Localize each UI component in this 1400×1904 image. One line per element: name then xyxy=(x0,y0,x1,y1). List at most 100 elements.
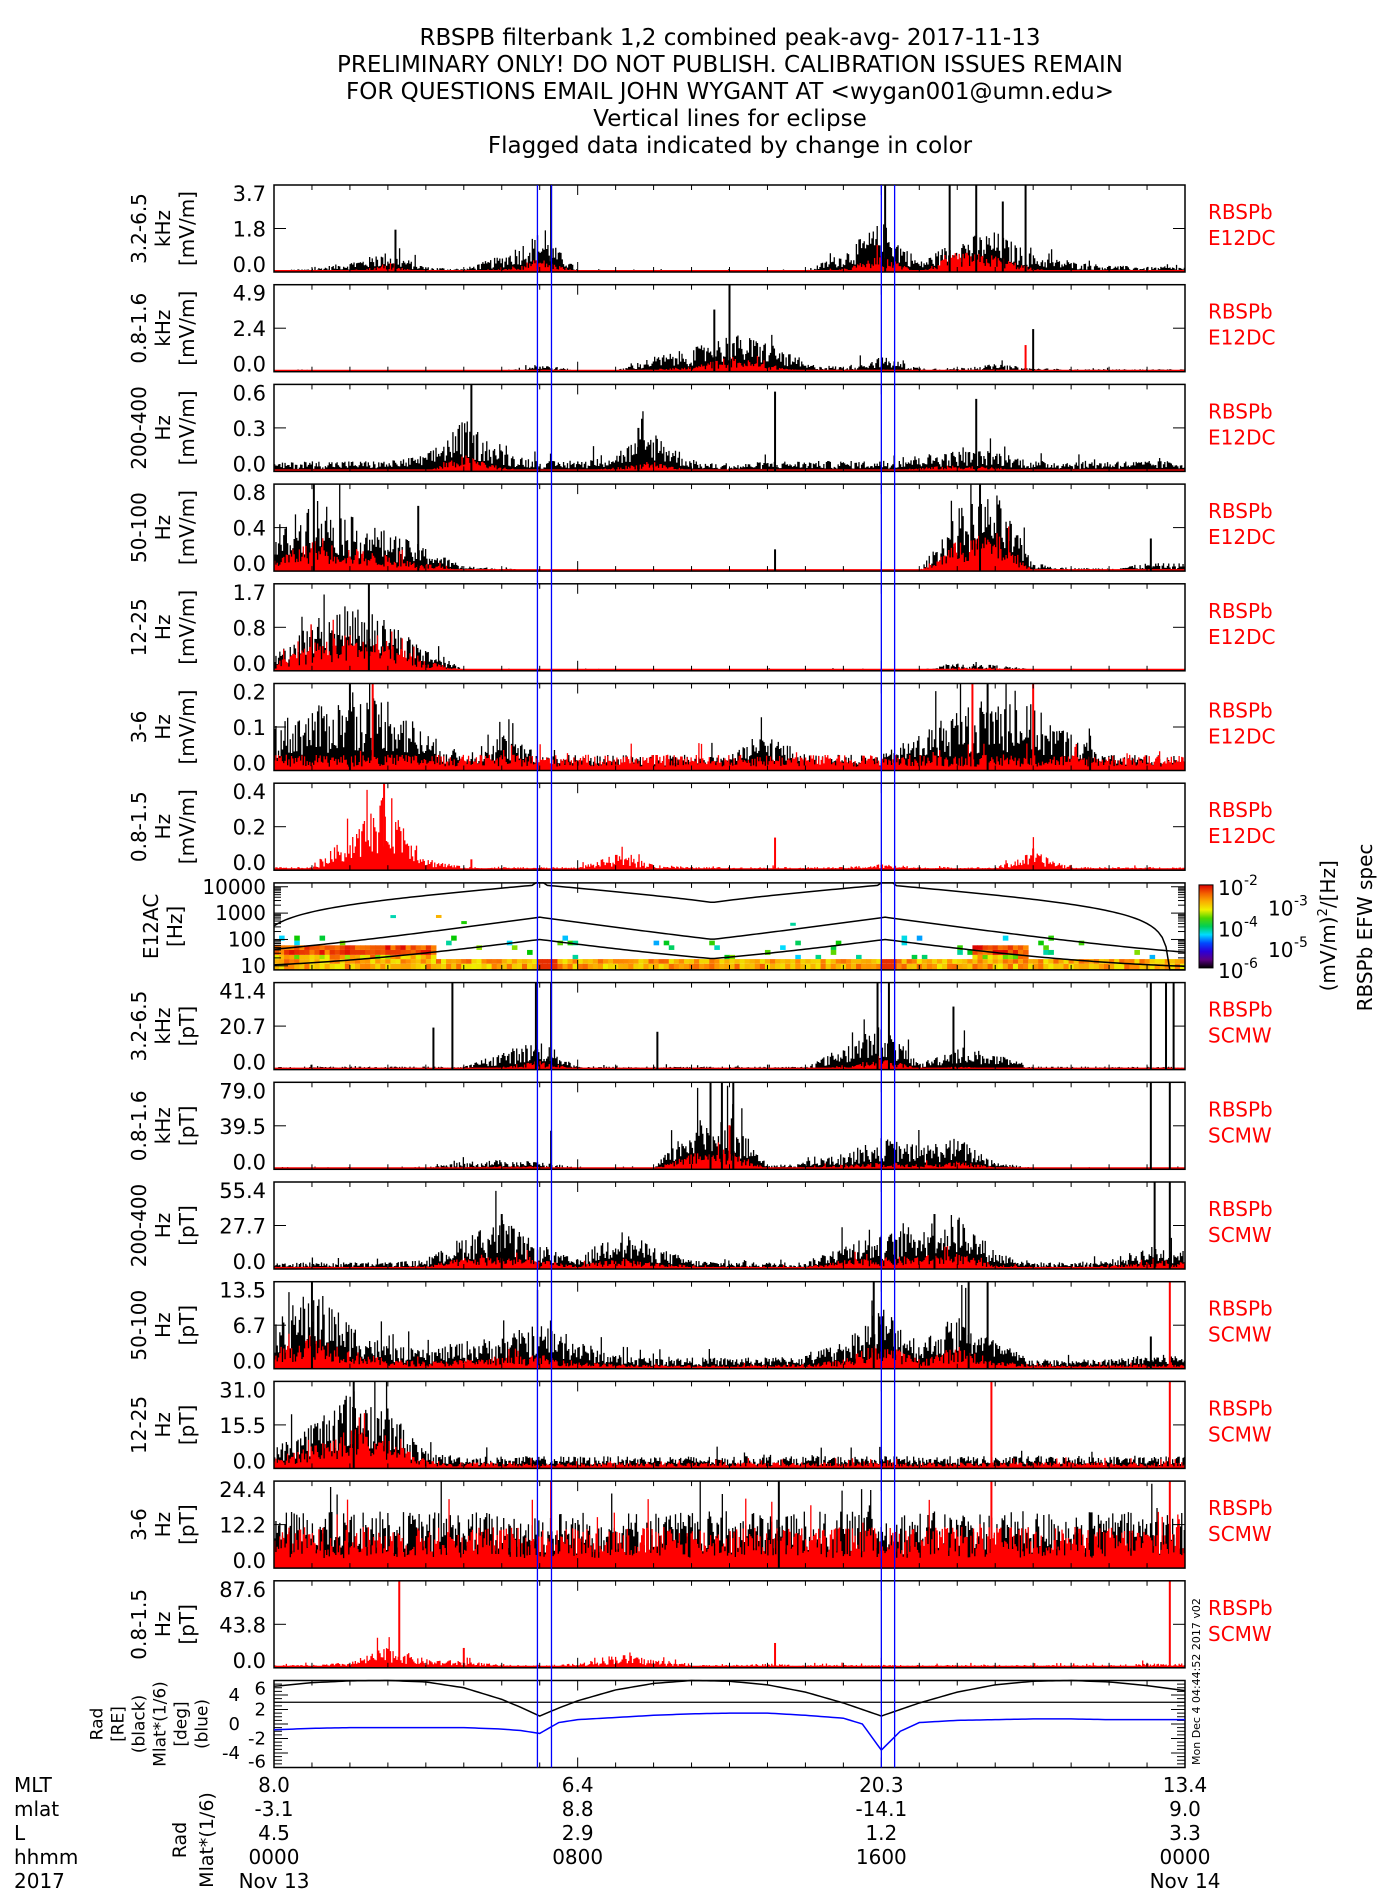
spectrogram-cell xyxy=(365,963,371,970)
spectrogram-cell xyxy=(557,940,563,946)
spectrogram-cell xyxy=(562,963,569,970)
spectrogram-cell xyxy=(962,959,968,964)
x-axis-value: 9.0 xyxy=(1169,1797,1201,1821)
spectrogram-cell xyxy=(425,954,432,960)
y-tick-label: 2 xyxy=(255,1700,266,1721)
spectrogram-cell xyxy=(370,945,376,950)
y-tick-label: 6 xyxy=(255,1679,266,1700)
instrument-label: RBSPb xyxy=(1208,200,1273,224)
y-axis-label: 0.8-1.6 xyxy=(127,1090,151,1161)
spectrogram-cell xyxy=(764,949,771,955)
spectrogram-cell xyxy=(466,963,472,970)
row-label: hhmm xyxy=(14,1845,78,1869)
y-axis-label: 50-100 xyxy=(127,492,151,563)
spectrogram-cell xyxy=(694,959,700,964)
spectrogram-cell xyxy=(587,959,594,964)
spectrogram-cell xyxy=(339,940,346,946)
spectrogram-cell xyxy=(380,949,386,955)
spectrogram-cell xyxy=(1043,963,1049,970)
spectrogram-cell xyxy=(365,959,371,964)
spectrogram-cell xyxy=(1104,963,1110,970)
spectrogram-cell xyxy=(360,959,366,964)
spectrogram-cell xyxy=(395,949,402,955)
black-trace xyxy=(274,683,1185,771)
spectrogram-cell xyxy=(1149,963,1156,970)
spectrogram-cell xyxy=(1159,959,1166,964)
spectrogram-cell xyxy=(567,963,574,970)
y-axis-label: kHz xyxy=(151,210,175,247)
spectrogram-cell xyxy=(952,963,958,970)
spectrogram-cell xyxy=(405,945,412,950)
spectrogram-cell xyxy=(719,959,725,964)
flagged-red-trace xyxy=(274,1498,1185,1569)
spectrogram-cell xyxy=(901,959,908,964)
spectrogram-cell xyxy=(810,959,817,964)
colorbar-tick-label: 10 xyxy=(1218,876,1243,900)
spectrogram-cell xyxy=(608,963,614,970)
spectrogram-cell xyxy=(304,954,310,960)
y-axis-label: 0.8-1.6 xyxy=(127,293,151,364)
spectrogram-cell xyxy=(334,949,341,955)
spectrogram-cell xyxy=(608,959,614,964)
spectrogram-cell xyxy=(380,963,386,970)
spectrogram-cell xyxy=(967,949,973,955)
spectrogram-cell xyxy=(704,963,710,970)
spectrogram-cell xyxy=(795,954,801,960)
spectrogram-cell xyxy=(304,963,310,970)
spectrogram-cell xyxy=(754,963,761,970)
spectrogram-cell xyxy=(810,963,817,970)
spectrogram-cell xyxy=(795,963,801,970)
spectrogram-cell xyxy=(506,959,513,964)
spectrogram-cell xyxy=(673,959,680,964)
spectrogram-cell xyxy=(1104,959,1110,964)
spectrogram-cell xyxy=(592,963,599,970)
spectrogram-cell xyxy=(435,963,442,970)
spectrogram-cell xyxy=(1012,945,1019,950)
y-tick-label: 55.4 xyxy=(219,1179,266,1203)
spectrogram-cell xyxy=(420,945,427,950)
spectrogram-cell xyxy=(324,945,331,950)
spectrogram-cell xyxy=(977,954,984,960)
spectrogram-cell xyxy=(344,963,351,970)
x-axis-value: 1.2 xyxy=(865,1821,897,1845)
spectrogram-cell xyxy=(532,963,538,970)
spectrogram-cell xyxy=(329,949,336,955)
spectrogram-cell xyxy=(1073,959,1080,964)
spectrogram-cell xyxy=(349,949,356,955)
spectrogram-cell xyxy=(405,954,412,960)
y-tick-label: 43.8 xyxy=(219,1613,266,1637)
spectrogram-cell xyxy=(856,959,862,964)
spectrogram-cell xyxy=(299,945,305,950)
spectrogram-cell xyxy=(1023,959,1029,964)
y-tick-label: 0.0 xyxy=(233,1549,266,1573)
spectrogram-cell xyxy=(871,963,877,970)
y-axis-label: 50-100 xyxy=(127,1290,151,1361)
spectrogram-cell xyxy=(992,954,999,960)
spectrogram-cell xyxy=(354,949,361,955)
spectrogram-cell xyxy=(896,963,903,970)
spectrogram-cell xyxy=(441,959,447,964)
spectrogram-cell xyxy=(714,959,720,964)
spectrogram-cell xyxy=(668,963,675,970)
spectrogram-cell xyxy=(1023,949,1029,955)
spectrogram-cell xyxy=(775,959,781,964)
spectrogram-cell xyxy=(582,959,589,964)
spectrogram-cell xyxy=(820,963,827,970)
spectrogram-cell xyxy=(496,963,503,970)
y-tick-label: 0.0 xyxy=(233,1649,266,1673)
spectrogram-cell xyxy=(314,963,321,970)
black-trace xyxy=(274,484,1185,572)
y-axis-label: [mV/m] xyxy=(175,390,199,465)
spectrogram-cell xyxy=(694,963,700,970)
colorbar-title: RBSPb EFW spec xyxy=(1353,844,1377,1012)
spectrogram-cell xyxy=(628,959,634,964)
spectrogram-cell xyxy=(759,959,766,964)
row-label: 2017 xyxy=(14,1869,65,1893)
x-axis-value: 6.4 xyxy=(562,1773,594,1797)
spectrogram-cell xyxy=(997,963,1004,970)
spectrogram-cell xyxy=(668,945,675,950)
